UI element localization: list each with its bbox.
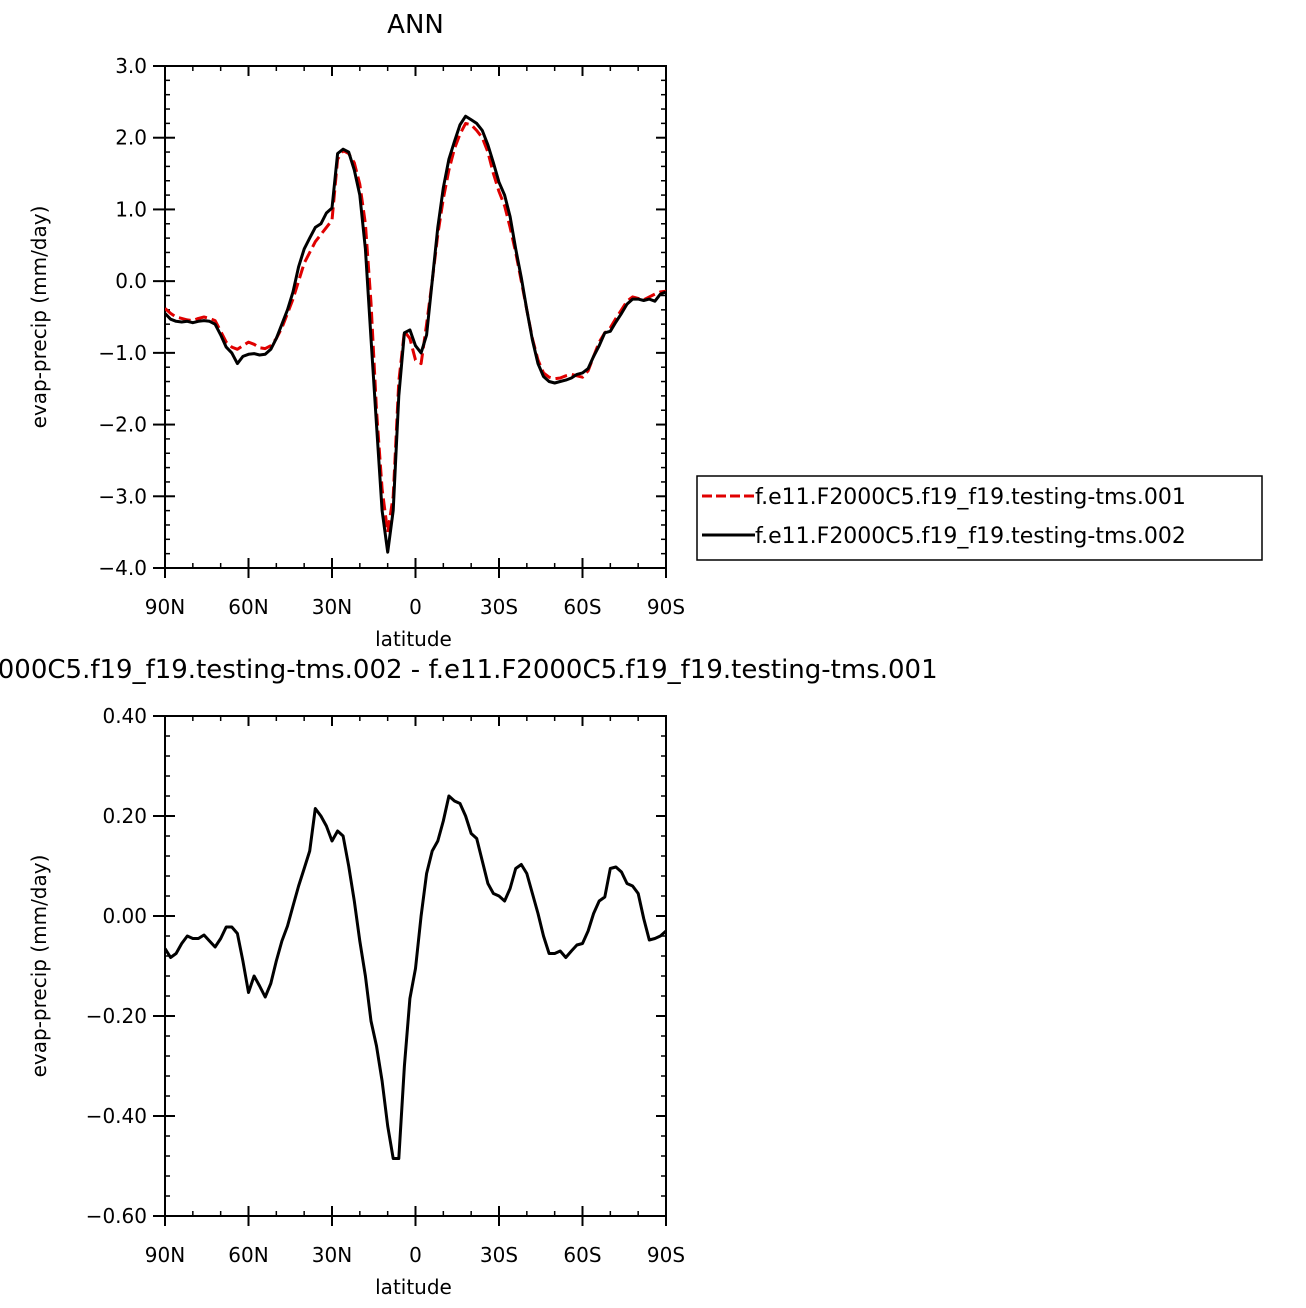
- y-tick-label: 0.00: [102, 904, 147, 928]
- y-tick-label: 0.40: [102, 704, 147, 728]
- x-tick-label: 60N: [228, 1243, 268, 1267]
- chart-panel-1: ANN −4.0 −3.0 −2.0 −1.0 0.0 1.0 2.0 3.0 90N 60N 30N…: [27, 10, 1263, 651]
- x-axis-label: latitude: [375, 1275, 452, 1299]
- x-tick-label: 90S: [647, 595, 685, 619]
- chart-title: ANN: [387, 10, 444, 40]
- x-tick-label: 30N: [312, 1243, 352, 1267]
- chart-panel-2: f.e11.F2000C5.f19_f19.testing-tms.002 - …: [0, 655, 938, 1299]
- legend-entry-2: f.e11.F2000C5.f19_f19.testing-tms.002: [755, 524, 1186, 549]
- x-axis-label: latitude: [375, 627, 452, 651]
- x-tick-label: 30N: [312, 595, 352, 619]
- y-axis-label: evap-precip (mm/day): [27, 855, 51, 1078]
- x-tick-label: 0: [409, 595, 422, 619]
- x-tick-label: 60S: [563, 1243, 601, 1267]
- x-tick-label: 30S: [480, 595, 518, 619]
- x-tick-label: 30S: [480, 1243, 518, 1267]
- y-tick-label: −0.40: [86, 1104, 147, 1128]
- y-tick-label: −2.0: [98, 413, 147, 437]
- y-tick-label: 0.20: [102, 804, 147, 828]
- series-line-1: [165, 794, 666, 1160]
- x-tick-label: 60N: [228, 595, 268, 619]
- x-tick-label: 90S: [647, 1243, 685, 1267]
- legend-box: [696, 475, 1263, 561]
- plot-frame: [164, 65, 667, 569]
- chart-title: f.e11.F2000C5.f19_f19.testing-tms.002 - …: [0, 655, 938, 685]
- y-tick-label: 3.0: [115, 54, 147, 78]
- x-tick-label: 0: [409, 1243, 422, 1267]
- y-tick-label: −3.0: [98, 484, 147, 508]
- y-tick-label: −0.20: [86, 1004, 147, 1028]
- x-tick-label: 90N: [145, 595, 185, 619]
- y-tick-label: −1.0: [98, 341, 147, 365]
- y-axis-label: evap-precip (mm/day): [27, 206, 51, 429]
- x-tick-label: 90N: [145, 1243, 185, 1267]
- legend: f.e11.F2000C5.f19_f19.testing-tms.001 f.e…: [696, 475, 1263, 561]
- y-tick-label: 0.0: [115, 269, 147, 293]
- y-tick-label: −0.60: [86, 1204, 147, 1228]
- legend-entry-1: f.e11.F2000C5.f19_f19.testing-tms.001: [755, 485, 1186, 510]
- series-line-2: [165, 114, 666, 554]
- y-tick-label: −4.0: [98, 556, 147, 580]
- series-line-1: [165, 121, 666, 534]
- y-tick-label: 1.0: [115, 197, 147, 221]
- x-tick-label: 60S: [563, 595, 601, 619]
- y-tick-label: 2.0: [115, 126, 147, 150]
